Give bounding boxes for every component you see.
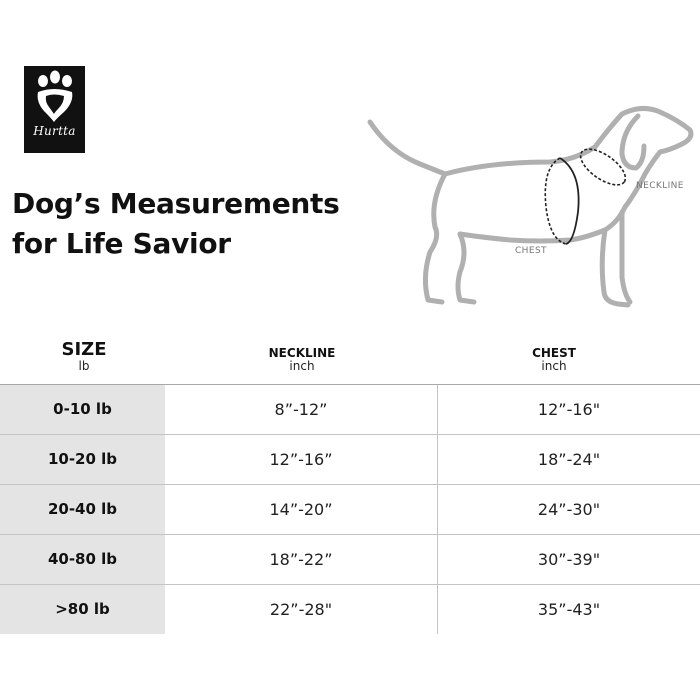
size-cell: 20-40 lb <box>0 485 165 534</box>
chest-cell: 30”-39" <box>537 550 601 569</box>
brand-name: Hurtta <box>33 124 76 138</box>
table-body: 0-10 lb 8”-12” 12”-16" 10-20 lb 12”-16” … <box>0 384 700 634</box>
size-table: SIZE lb NECKLINE inch CHEST inch 0-10 lb… <box>0 336 700 634</box>
neckline-cell: 22”-28" <box>165 585 438 634</box>
size-cell: >80 lb <box>0 585 165 634</box>
table-row: 10-20 lb 12”-16” 18”-24" <box>0 435 700 485</box>
size-cell: 40-80 lb <box>0 535 165 584</box>
neckline-label: NECKLINE <box>636 181 684 191</box>
page-title: Dog’s Measurements for Life Savior <box>12 184 340 264</box>
header-size: SIZE lb <box>34 340 134 373</box>
paw-icon <box>37 70 73 122</box>
neckline-cell: 18”-22” <box>165 535 438 584</box>
size-cell: 10-20 lb <box>0 435 165 484</box>
table-row: 0-10 lb 8”-12” 12”-16" <box>0 385 700 435</box>
table-header: SIZE lb NECKLINE inch CHEST inch <box>0 336 700 384</box>
neckline-cell: 12”-16” <box>165 435 438 484</box>
header-chest-unit: inch <box>541 359 567 373</box>
chest-cell: 35”-43" <box>537 600 601 619</box>
table-row: 40-80 lb 18”-22” 30”-39" <box>0 535 700 585</box>
table-row: 20-40 lb 14”-20” 24”-30" <box>0 485 700 535</box>
table-row: >80 lb 22”-28" 35”-43" <box>0 585 700 634</box>
brand-logo: Hurtta <box>24 66 85 153</box>
header-size-label: SIZE <box>61 339 107 360</box>
header-size-unit: lb <box>78 359 90 373</box>
title-line-1: Dog’s Measurements <box>12 187 340 220</box>
header-neckline-label: NECKLINE <box>268 346 336 360</box>
title-line-2: for Life Savior <box>12 227 231 260</box>
chest-cell: 12”-16" <box>537 400 601 419</box>
dog-outline-icon <box>367 106 694 308</box>
chest-label: CHEST <box>515 246 547 256</box>
header-neckline-unit: inch <box>289 359 315 373</box>
neckline-cell: 8”-12” <box>165 385 438 434</box>
header-neckline: NECKLINE inch <box>222 346 382 373</box>
neckline-cell: 14”-20” <box>165 485 438 534</box>
header-chest: CHEST inch <box>474 346 634 373</box>
chest-cell: 18”-24" <box>537 450 601 469</box>
chest-cell: 24”-30" <box>537 500 601 519</box>
header-chest-label: CHEST <box>532 346 576 360</box>
size-cell: 0-10 lb <box>0 385 165 434</box>
